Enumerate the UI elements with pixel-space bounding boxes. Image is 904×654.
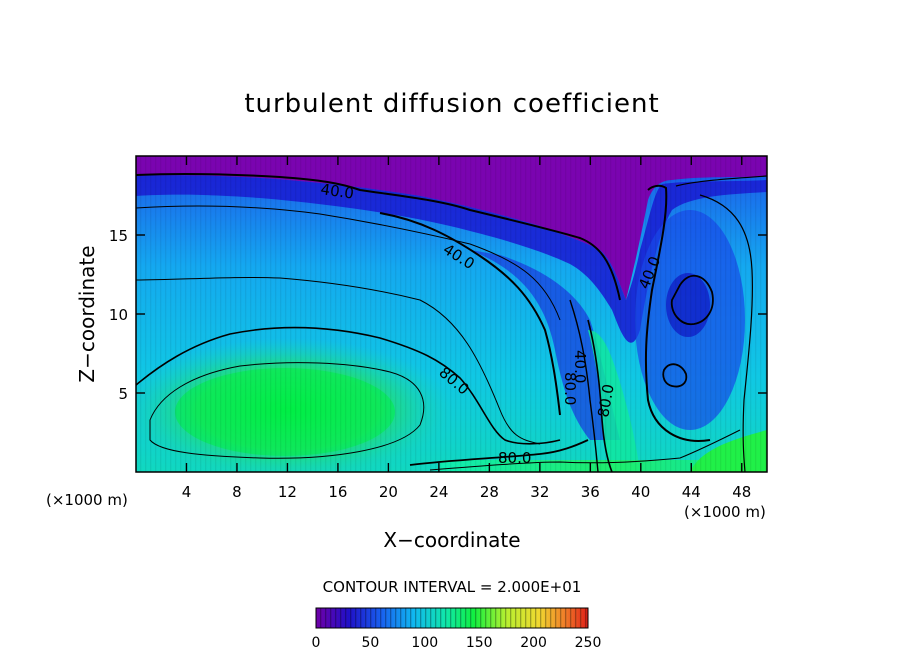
x-tick-label: 8 (232, 483, 242, 501)
x-unit-label-left: (×1000 m) (46, 491, 128, 509)
plot-field: 40.0 40.0 40.0 80.0 80.0 80.0 40.0 80.0 (136, 156, 767, 472)
contour-label: 80.0 (561, 372, 579, 405)
contour-40-vortex (644, 184, 711, 442)
field-texture (136, 156, 767, 472)
contour-interval-caption: CONTOUR INTERVAL = 2.000E+01 (323, 578, 582, 596)
colorbar-tick-label: 100 (411, 635, 438, 651)
y-axis-title: Z−coordinate (75, 245, 99, 382)
contour-vortex-outer (699, 194, 753, 472)
contour-label: 80.0 (498, 449, 531, 467)
colorbar-tick-label: 0 (312, 635, 321, 651)
contour-label: 40.0 (571, 350, 589, 383)
contour-80-surface (409, 439, 589, 466)
x-axis: 4 8 12 16 20 24 28 32 36 40 44 48 (182, 156, 751, 501)
contour-80-outer (136, 326, 561, 445)
chart-title: turbulent diffusion coefficient (244, 89, 659, 119)
x-tick-label: 32 (530, 483, 549, 501)
colorbar-tick-label: 200 (520, 635, 547, 651)
colorbar-stripes (316, 608, 588, 628)
colorbar-tick-label: 50 (361, 635, 379, 651)
colorbar-ticks: 0 50 100 150 200 250 (312, 635, 602, 651)
contour-vortex-small (662, 363, 688, 388)
contour-80-column-b (569, 299, 599, 472)
x-tick-label: 28 (480, 483, 499, 501)
x-tick-label: 16 (328, 483, 347, 501)
x-tick-label: 4 (182, 483, 192, 501)
contour-vortex-ring (670, 274, 714, 325)
contour-thin-b (136, 276, 541, 445)
x-tick-label: 20 (379, 483, 398, 501)
contour-thin-surface (429, 429, 741, 471)
x-tick-label: 12 (278, 483, 297, 501)
contour-thin-inner (149, 362, 425, 459)
y-tick-label: 15 (109, 227, 128, 245)
contour-40-plume (379, 212, 561, 416)
x-unit-label-right: (×1000 m) (684, 503, 766, 521)
x-tick-label: 36 (581, 483, 600, 501)
x-axis-title: X−coordinate (383, 528, 520, 552)
colorbar-tick-label: 150 (466, 635, 493, 651)
contour-label: 40.0 (319, 180, 355, 202)
x-tick-label: 48 (732, 483, 751, 501)
contour-thin-a (136, 205, 561, 321)
x-tick-label: 40 (631, 483, 650, 501)
contour-80-column (587, 319, 613, 472)
contour-40-top (136, 172, 621, 301)
colorbar-frame (315, 607, 589, 629)
x-tick-label: 24 (429, 483, 448, 501)
colorbar-tick-label: 250 (575, 635, 602, 651)
contour-right-edge (675, 175, 767, 187)
y-axis: 5 10 15 (109, 227, 767, 403)
y-tick-label: 10 (109, 306, 128, 324)
contour-label: 80.0 (594, 383, 618, 419)
contour-lines (136, 172, 767, 472)
y-tick-label: 5 (118, 385, 128, 403)
colorbar: 0 50 100 150 200 250 (312, 607, 602, 651)
x-tick-label: 44 (682, 483, 701, 501)
